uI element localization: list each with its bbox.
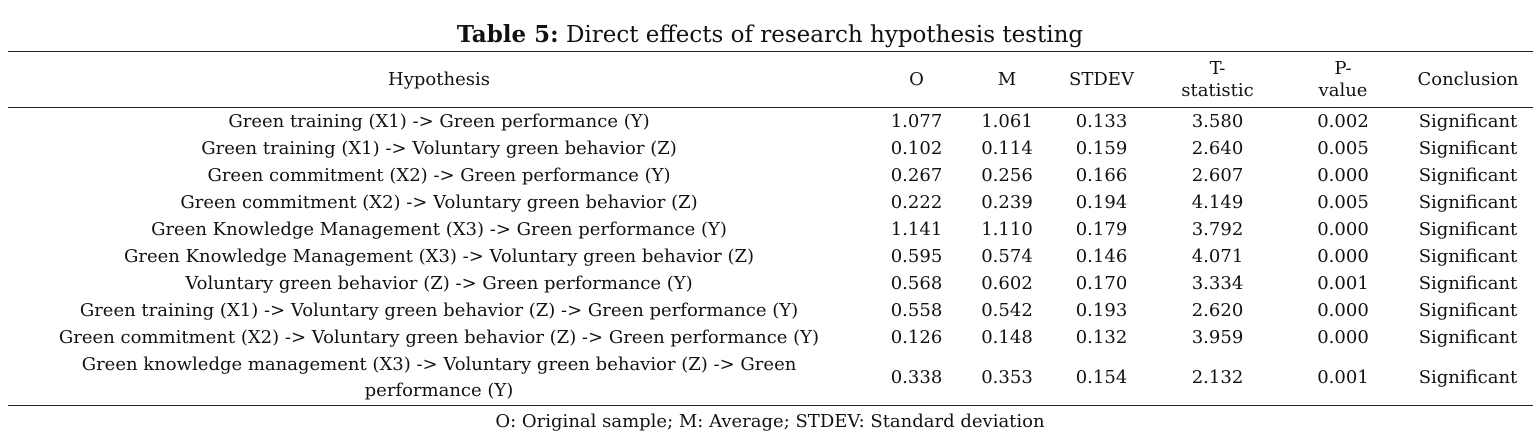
- cell-t-statistic: 3.792: [1191, 218, 1244, 240]
- cell-stdev: 0.132: [1075, 326, 1128, 348]
- cell-stdev: 0.133: [1075, 110, 1128, 132]
- table-row: Green training (X1) -> Green performance…: [8, 108, 1533, 136]
- cell-o: 0.222: [890, 191, 943, 213]
- cell-stdev: 0.179: [1075, 218, 1128, 240]
- cell-conclusion: Significant: [1418, 137, 1518, 159]
- cell-o: 1.077: [890, 110, 943, 132]
- cell-conclusion: Significant: [1418, 218, 1518, 240]
- cell-hypothesis: Green training (X1) -> Voluntary green b…: [201, 137, 677, 159]
- results-table: Hypothesis O M STDEV T- statistic P- val…: [8, 51, 1533, 406]
- cell-conclusion: Significant: [1418, 272, 1518, 294]
- cell-t-statistic: 4.149: [1191, 191, 1244, 213]
- cell-m: 0.353: [981, 367, 1033, 388]
- cell-p-value: 0.000: [1317, 164, 1369, 186]
- table-row: Green knowledge management (X3) -> Volun…: [8, 351, 1533, 406]
- cell-p-value: 0.001: [1317, 272, 1369, 294]
- cell-m: 1.110: [981, 218, 1033, 240]
- header-p-value: P- value: [1318, 57, 1368, 101]
- cell-m: 0.148: [981, 326, 1033, 348]
- table-row: Green Knowledge Management (X3) -> Volun…: [8, 243, 1533, 270]
- caption-label: Table 5:: [456, 21, 559, 48]
- cell-stdev: 0.193: [1075, 299, 1128, 321]
- cell-m: 0.256: [981, 164, 1033, 186]
- table-footnote: O: Original sample; M: Average; STDEV: S…: [495, 411, 1045, 432]
- cell-conclusion: Significant: [1418, 110, 1518, 132]
- cell-m: 0.239: [981, 191, 1033, 213]
- cell-t-statistic: 3.580: [1191, 110, 1244, 132]
- cell-conclusion: Significant: [1418, 367, 1518, 388]
- cell-o: 0.267: [890, 164, 943, 186]
- table-row: Green training (X1) -> Voluntary green b…: [8, 135, 1533, 162]
- cell-hypothesis: Voluntary green behavior (Z) -> Green pe…: [185, 272, 693, 294]
- cell-conclusion: Significant: [1418, 326, 1518, 348]
- header-t-statistic: T- statistic: [1181, 57, 1254, 101]
- cell-conclusion: Significant: [1418, 191, 1518, 213]
- cell-m: 0.114: [981, 137, 1033, 159]
- cell-o: 0.595: [890, 245, 943, 267]
- cell-stdev: 0.170: [1075, 272, 1128, 294]
- header-hypothesis: Hypothesis: [388, 68, 490, 90]
- table-row: Green Knowledge Management (X3) -> Green…: [8, 216, 1533, 243]
- cell-p-value: 0.005: [1317, 137, 1369, 159]
- table-row: Voluntary green behavior (Z) -> Green pe…: [8, 270, 1533, 297]
- cell-t-statistic: 2.640: [1191, 137, 1244, 159]
- cell-m: 0.574: [981, 245, 1033, 267]
- header-m: M: [997, 68, 1017, 90]
- cell-o: 0.558: [890, 299, 943, 321]
- cell-p-value: 0.005: [1317, 191, 1369, 213]
- cell-p-value: 0.000: [1317, 218, 1369, 240]
- cell-t-statistic: 3.959: [1191, 326, 1244, 348]
- cell-hypothesis: Green training (X1) -> Voluntary green b…: [79, 299, 799, 321]
- cell-hypothesis: Green commitment (X2) -> Green performan…: [207, 164, 671, 186]
- cell-m: 1.061: [981, 110, 1033, 132]
- cell-m: 0.602: [981, 272, 1033, 294]
- cell-o: 0.338: [890, 367, 943, 388]
- cell-hypothesis: Green training (X1) -> Green performance…: [228, 110, 650, 132]
- cell-hypothesis: Green commitment (X2) -> Voluntary green…: [180, 191, 698, 213]
- cell-stdev: 0.154: [1075, 367, 1128, 388]
- cell-m: 0.542: [981, 299, 1033, 321]
- caption-text: Direct effects of research hypothesis te…: [558, 22, 1084, 48]
- cell-hypothesis: Green knowledge management (X3) -> Volun…: [81, 354, 797, 401]
- table-row: Green commitment (X2) -> Voluntary green…: [8, 324, 1533, 351]
- table-caption: Table 5: Direct effects of research hypo…: [0, 20, 1540, 50]
- cell-p-value: 0.001: [1317, 367, 1369, 388]
- cell-p-value: 0.000: [1317, 245, 1369, 267]
- cell-t-statistic: 3.334: [1191, 272, 1244, 294]
- cell-hypothesis: Green Knowledge Management (X3) -> Green…: [151, 218, 727, 240]
- cell-conclusion: Significant: [1418, 164, 1518, 186]
- cell-t-statistic: 4.071: [1191, 245, 1244, 267]
- cell-t-statistic: 2.132: [1191, 367, 1244, 388]
- cell-conclusion: Significant: [1418, 299, 1518, 321]
- cell-stdev: 0.194: [1075, 191, 1128, 213]
- cell-hypothesis: Green Knowledge Management (X3) -> Volun…: [123, 245, 755, 267]
- header-conclusion: Conclusion: [1417, 68, 1519, 90]
- table-row: Green commitment (X2) -> Green performan…: [8, 162, 1533, 189]
- cell-p-value: 0.002: [1317, 110, 1369, 132]
- cell-stdev: 0.146: [1075, 245, 1128, 267]
- table-row: Green commitment (X2) -> Voluntary green…: [8, 189, 1533, 216]
- cell-conclusion: Significant: [1418, 245, 1518, 267]
- header-o: O: [909, 68, 924, 90]
- cell-o: 0.568: [890, 272, 943, 294]
- cell-o: 1.141: [890, 218, 943, 240]
- cell-o: 0.102: [890, 137, 943, 159]
- cell-hypothesis: Green commitment (X2) -> Voluntary green…: [58, 326, 820, 348]
- cell-t-statistic: 2.620: [1191, 299, 1244, 321]
- header-row: Hypothesis O M STDEV T- statistic P- val…: [8, 51, 1533, 108]
- cell-t-statistic: 2.607: [1191, 164, 1244, 186]
- cell-stdev: 0.166: [1075, 164, 1128, 186]
- cell-o: 0.126: [890, 326, 943, 348]
- cell-p-value: 0.000: [1317, 299, 1369, 321]
- cell-p-value: 0.000: [1317, 326, 1369, 348]
- header-stdev: STDEV: [1069, 68, 1134, 90]
- cell-stdev: 0.159: [1075, 137, 1128, 159]
- table-row: Green training (X1) -> Voluntary green b…: [8, 297, 1533, 324]
